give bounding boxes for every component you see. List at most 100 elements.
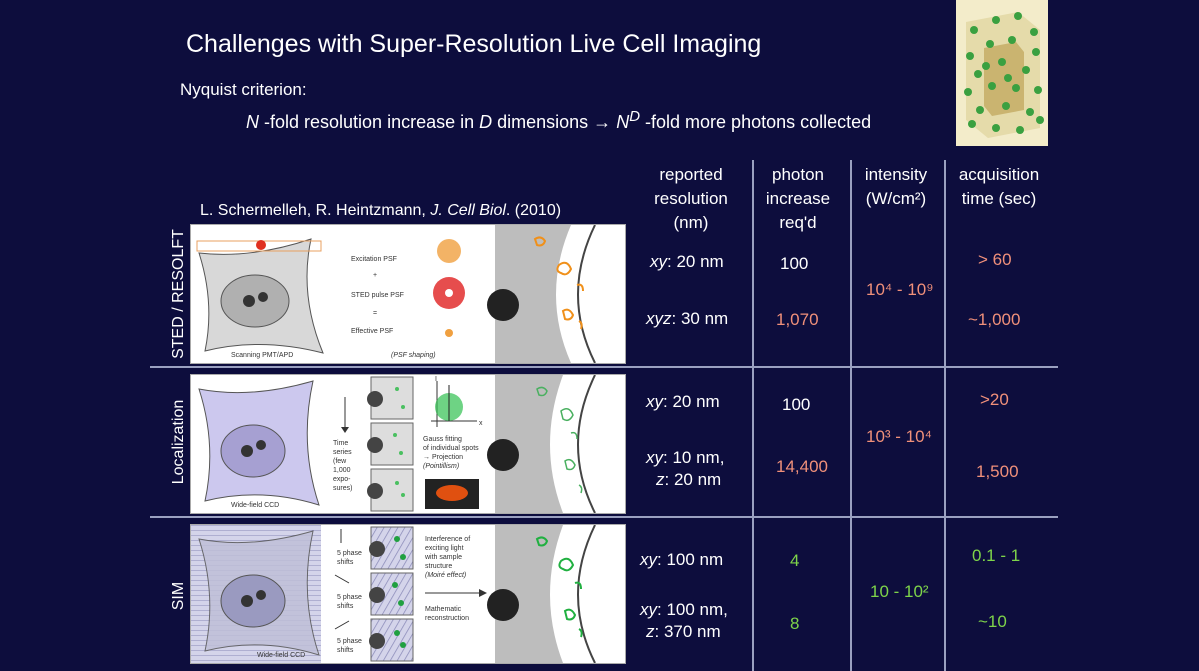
sim-res2a-axis: xy <box>640 600 657 619</box>
sim-res2b-axis: z <box>646 622 655 641</box>
row-label-localization: Localization <box>170 399 187 485</box>
loc-axis-x: x <box>479 420 483 427</box>
loc-time2: 1,500 <box>976 462 1019 481</box>
header-time: acquisition time (sec) <box>946 163 1052 211</box>
loc-detector-caption: Wide-field CCD <box>231 502 279 509</box>
loc-ts-line2: series <box>333 449 352 456</box>
loc-time1: >20 <box>980 390 1009 409</box>
sted-res2: xyz: 30 nm <box>646 309 728 329</box>
sim-res2b: z: 370 nm <box>646 622 721 642</box>
header-photon-line1: photon <box>772 165 824 184</box>
citation-authors: L. Schermelleh, R. Heintzmann, <box>200 202 431 219</box>
header-resolution-line2: resolution <box>654 189 728 208</box>
sted-res1-value: : 20 nm <box>667 252 724 271</box>
sted-detector-caption: Scanning PMT/APD <box>231 352 293 359</box>
loc-ts-line4: 1,000 <box>333 467 351 474</box>
loc-res2b-axis: z <box>656 470 665 489</box>
loc-gauss-line4: (Pointillism) <box>423 463 459 470</box>
loc-gauss-line1: Gauss fitting <box>423 436 462 443</box>
sim-interf-line4: structure <box>425 563 452 570</box>
loc-res1: xy: 20 nm <box>646 392 720 412</box>
header-photon-line2: increase <box>765 189 831 208</box>
loc-res2a: xy: 10 nm, <box>646 448 724 468</box>
sted-intensity: 10⁴ - 10⁹ <box>866 280 934 299</box>
sim-phase1-line1: 5 phase <box>337 550 362 557</box>
citation-journal: J. Cell Biol <box>430 202 506 219</box>
nyquist-formula: N -fold resolution increase in D dimensi… <box>246 108 871 133</box>
citation-rest: . (2010) <box>505 202 562 219</box>
sim-math-line2: reconstruction <box>425 615 469 622</box>
divider-v2 <box>850 160 852 671</box>
loc-axis-i: I <box>435 376 437 383</box>
header-photon: photon increase req'd <box>752 163 844 235</box>
loc-res1-axis: xy <box>646 392 663 411</box>
sted-res1: xy: 20 nm <box>650 252 724 272</box>
sted-res2-axis: xyz <box>646 309 672 328</box>
loc-intensity: 10³ - 10⁴ <box>866 427 932 446</box>
loc-ts-line5: expo- <box>333 476 351 483</box>
sim-intensity: 10 - 10² <box>870 582 929 601</box>
loc-photon2: 14,400 <box>776 457 828 476</box>
sted-res1-axis: xy <box>650 252 667 271</box>
row-label-sim: SIM <box>170 581 187 611</box>
nyquist-label: Nyquist criterion: <box>180 80 307 99</box>
sim-res1-value: : 100 nm <box>657 550 724 569</box>
sim-panel-image: Wide-field CCD 5 phase shifts 5 phase sh… <box>190 524 626 664</box>
sim-res1: xy: 100 nm <box>640 550 723 570</box>
sted-plus: + <box>373 272 377 279</box>
header-photon-line3: req'd <box>779 213 817 232</box>
sim-res2a: xy: 100 nm, <box>640 600 728 620</box>
citation: L. Schermelleh, R. Heintzmann, J. Cell B… <box>200 202 561 220</box>
sim-phase3-line2: shifts <box>337 647 354 654</box>
formula-part1: -fold resolution increase in <box>259 112 480 132</box>
sted-photon2: 1,070 <box>776 310 819 329</box>
formula-part3: -fold more photons collected <box>640 112 872 132</box>
header-resolution-line1: reported <box>659 165 723 184</box>
row-label-sted: STED / RESOLFT <box>170 229 187 359</box>
localization-panel-image: Wide-field CCD Time series (few 1,000 ex… <box>190 374 626 514</box>
formula-part2: dimensions → <box>492 112 617 132</box>
sim-photon1: 4 <box>790 551 800 570</box>
sim-res2a-value: : 100 nm, <box>657 600 728 619</box>
sim-detector-caption: Wide-field CCD <box>257 652 305 659</box>
formula-nd: N <box>616 112 630 132</box>
sted-time1: > 60 <box>978 250 1012 269</box>
sted-pulse-caption: STED pulse PSF <box>351 292 404 299</box>
divider-v1 <box>752 160 754 671</box>
header-time-line1: acquisition <box>958 165 1040 184</box>
formula-sup: D <box>629 108 641 125</box>
loc-res2b-value: : 20 nm <box>664 470 722 489</box>
loc-res2a-axis: xy <box>646 448 663 467</box>
sim-math-line1: Mathematic <box>425 606 462 613</box>
loc-res2b: z: 20 nm <box>656 470 721 490</box>
sim-interf-line5: (Moiré effect) <box>425 572 466 579</box>
loc-photon1: 100 <box>782 395 811 414</box>
loc-gauss-line3: → Projection <box>423 454 463 461</box>
sted-equals: = <box>373 310 377 317</box>
header-time-line2: time (sec) <box>961 189 1037 208</box>
sim-interf-line1: Interference of <box>425 536 470 543</box>
sim-res2b-value: : 370 nm <box>654 622 721 641</box>
formula-n: N <box>246 112 259 132</box>
sim-photon2: 8 <box>790 614 800 633</box>
divider-h2 <box>150 516 1058 518</box>
sted-shaping-caption: (PSF shaping) <box>391 352 436 359</box>
loc-ts-line3: (few <box>333 458 347 465</box>
sim-res1-axis: xy <box>640 550 657 569</box>
header-resolution: reported resolution (nm) <box>636 163 746 235</box>
sted-photon1: 100 <box>780 254 809 273</box>
sim-phase2-line2: shifts <box>337 603 354 610</box>
sim-phase2-line1: 5 phase <box>337 594 362 601</box>
sim-interf-line3: with sample <box>424 554 462 561</box>
sted-res2-value: : 30 nm <box>671 309 729 328</box>
loc-res1-value: : 20 nm <box>663 392 720 411</box>
formula-d: D <box>479 112 493 132</box>
header-resolution-line3: (nm) <box>673 213 709 232</box>
loc-res2a-value: : 10 nm, <box>663 448 725 467</box>
slide-title: Challenges with Super-Resolution Live Ce… <box>186 30 762 58</box>
sted-effective-caption: Effective PSF <box>351 328 393 335</box>
loc-ts-line6: sures) <box>333 485 352 492</box>
header-intensity: intensity (W/cm²) <box>850 163 942 211</box>
sim-time2: ~10 <box>978 612 1007 631</box>
sim-phase1-line2: shifts <box>337 559 354 566</box>
